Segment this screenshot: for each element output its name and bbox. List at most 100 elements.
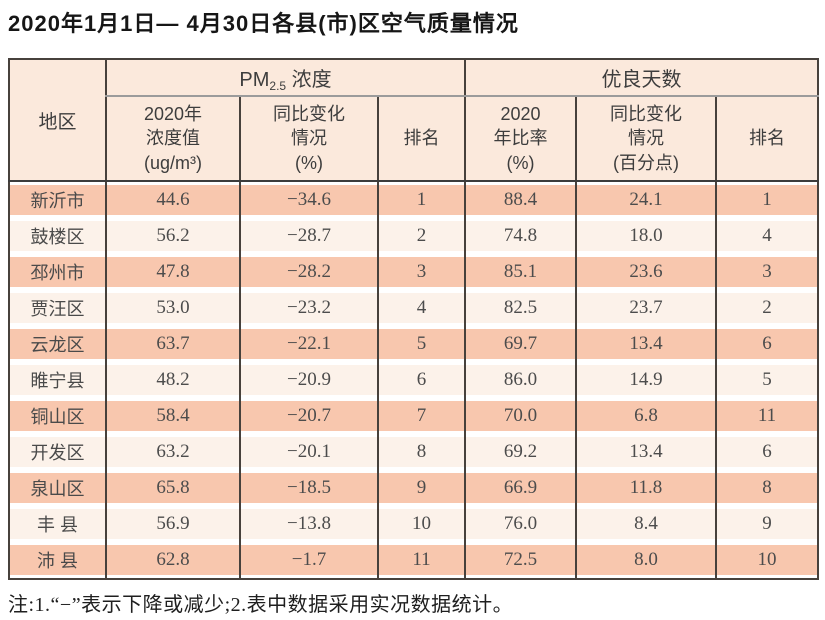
pm-change-cell: −18.5 xyxy=(239,470,378,506)
good-change-header-line1: 同比变化 xyxy=(610,104,683,125)
region-column-header: 地区 xyxy=(8,59,106,182)
good-change-cell: 18.0 xyxy=(575,218,717,254)
good-days-group-header: 优良天数 xyxy=(464,59,819,97)
page-title: 2020年1月1日— 4月30日各县(市)区空气质量情况 xyxy=(8,11,519,36)
pm-value-header-line2: 浓度值 xyxy=(146,128,200,149)
good-rate-cell: 72.5 xyxy=(464,542,577,579)
region-cell: 贾汪区 xyxy=(8,290,106,326)
table-row: 铜山区 58.4 −20.7 7 70.0 6.8 11 xyxy=(8,398,819,434)
good-change-cell: 23.6 xyxy=(575,254,717,290)
good-rank-header: 排名 xyxy=(715,96,819,182)
table-row: 贾汪区 53.0 −23.2 4 82.5 23.7 2 xyxy=(8,290,819,326)
pm-change-header: 同比变化 情况 (%) xyxy=(239,96,378,182)
good-change-cell: 8.0 xyxy=(575,542,717,579)
pm-change-cell: −34.6 xyxy=(239,181,378,218)
pm-value-cell: 48.2 xyxy=(105,362,240,398)
region-cell: 云龙区 xyxy=(8,326,106,362)
table-row: 云龙区 63.7 −22.1 5 69.7 13.4 6 xyxy=(8,326,819,362)
pm-value-header: 2020年 浓度值 (ug/m³) xyxy=(105,96,240,182)
pm-rank-cell: 11 xyxy=(376,542,466,579)
good-rate-cell: 69.2 xyxy=(464,434,577,470)
good-change-cell: 13.4 xyxy=(575,326,717,362)
region-cell: 泉山区 xyxy=(8,470,106,506)
pm-value-cell: 56.2 xyxy=(105,218,240,254)
pm-change-cell: −13.8 xyxy=(239,506,378,542)
table-row: 新沂市 44.6 −34.6 1 88.4 24.1 1 xyxy=(8,181,819,218)
pm-rank-cell: 10 xyxy=(376,506,466,542)
region-cell: 丰 县 xyxy=(8,506,106,542)
pm-rank-cell: 4 xyxy=(376,290,466,326)
good-rate-header-line2: 年比率 xyxy=(493,128,548,149)
good-rank-cell: 2 xyxy=(715,290,819,326)
air-quality-table: 地区 PM2.5 浓度 优良天数 2020年 浓度值 (ug/m³) 同比变化 … xyxy=(8,58,820,580)
pm-value-cell: 65.8 xyxy=(105,470,240,506)
good-rate-header-line3: (%) xyxy=(506,152,535,173)
good-rate-cell: 69.7 xyxy=(464,326,577,362)
good-change-cell: 13.4 xyxy=(575,434,717,470)
table-row: 鼓楼区 56.2 −28.7 2 74.8 18.0 4 xyxy=(8,218,819,254)
pm-change-cell: −28.2 xyxy=(239,254,378,290)
pm-value-header-line3: (ug/m³) xyxy=(144,152,202,173)
good-change-header: 同比变化 情况 (百分点) xyxy=(575,96,717,182)
good-change-cell: 23.7 xyxy=(575,290,717,326)
table-row: 沛 县 62.8 −1.7 11 72.5 8.0 10 xyxy=(8,542,819,579)
good-rank-cell: 6 xyxy=(715,326,819,362)
pm-rank-cell: 9 xyxy=(376,470,466,506)
pm-value-cell: 53.0 xyxy=(105,290,240,326)
pm-rank-cell: 5 xyxy=(376,326,466,362)
good-rate-cell: 82.5 xyxy=(464,290,577,326)
pm-change-cell: −28.7 xyxy=(239,218,378,254)
good-rank-cell: 6 xyxy=(715,434,819,470)
good-rank-cell: 3 xyxy=(715,254,819,290)
good-rate-cell: 76.0 xyxy=(464,506,577,542)
good-rate-cell: 70.0 xyxy=(464,398,577,434)
region-cell: 鼓楼区 xyxy=(8,218,106,254)
good-rate-header-line1: 2020 xyxy=(500,104,541,125)
pm-value-cell: 47.8 xyxy=(105,254,240,290)
table-row: 开发区 63.2 −20.1 8 69.2 13.4 6 xyxy=(8,434,819,470)
sub-header-row: 2020年 浓度值 (ug/m³) 同比变化 情况 (%) 排名 2020 年比… xyxy=(9,96,819,182)
good-change-cell: 11.8 xyxy=(575,470,717,506)
good-rate-cell: 88.4 xyxy=(464,181,577,218)
pm-value-cell: 44.6 xyxy=(105,181,240,218)
good-change-header-line2: 情况 xyxy=(628,128,665,149)
region-cell: 睢宁县 xyxy=(8,362,106,398)
pm25-label-prefix: PM xyxy=(239,68,270,91)
table-footnote: 注:1.“−”表示下降或减少;2.表中数据采用实况数据统计。 xyxy=(8,594,514,616)
table-row: 睢宁县 48.2 −20.9 6 86.0 14.9 5 xyxy=(8,362,819,398)
pm-value-cell: 63.2 xyxy=(105,434,240,470)
region-cell: 新沂市 xyxy=(8,181,106,218)
good-change-cell: 8.4 xyxy=(575,506,717,542)
pm-value-header-line1: 2020年 xyxy=(143,104,203,125)
pm-value-cell: 58.4 xyxy=(105,398,240,434)
pm25-group-header: PM2.5 浓度 xyxy=(104,59,466,97)
pm-rank-cell: 2 xyxy=(376,218,466,254)
pm-change-header-line3: (%) xyxy=(295,152,323,173)
good-change-cell: 24.1 xyxy=(575,181,717,218)
pm25-subscript: 2.5 xyxy=(269,78,287,93)
pm-value-cell: 63.7 xyxy=(105,326,240,362)
table-body: 新沂市 44.6 −34.6 1 88.4 24.1 1 鼓楼区 56.2 −28.7 2 74.8 1… xyxy=(8,181,819,579)
pm-change-cell: −1.7 xyxy=(239,542,378,579)
good-rank-cell: 4 xyxy=(715,218,819,254)
good-rank-cell: 11 xyxy=(715,398,819,434)
good-rate-cell: 74.8 xyxy=(464,218,577,254)
pm-rank-cell: 8 xyxy=(376,434,466,470)
pm-value-cell: 56.9 xyxy=(105,506,240,542)
pm-change-header-line1: 同比变化 xyxy=(273,104,345,125)
table-row: 邳州市 47.8 −28.2 3 85.1 23.6 3 xyxy=(8,254,819,290)
good-rank-cell: 1 xyxy=(715,181,819,218)
pm-change-cell: −23.2 xyxy=(239,290,378,326)
good-change-header-line3: (百分点) xyxy=(613,152,680,173)
pm-change-cell: −20.1 xyxy=(239,434,378,470)
good-rank-cell: 5 xyxy=(715,362,819,398)
pm-rank-cell: 6 xyxy=(376,362,466,398)
good-rank-cell: 10 xyxy=(715,542,819,579)
pm25-label-suffix: 浓度 xyxy=(286,68,332,91)
pm-change-header-line2: 情况 xyxy=(291,128,327,149)
table-header: 地区 PM2.5 浓度 优良天数 2020年 浓度值 (ug/m³) 同比变化 … xyxy=(8,59,819,182)
pm-change-cell: −20.7 xyxy=(239,398,378,434)
region-cell: 开发区 xyxy=(8,434,106,470)
pm-rank-header: 排名 xyxy=(376,96,466,182)
pm-rank-cell: 7 xyxy=(376,398,466,434)
